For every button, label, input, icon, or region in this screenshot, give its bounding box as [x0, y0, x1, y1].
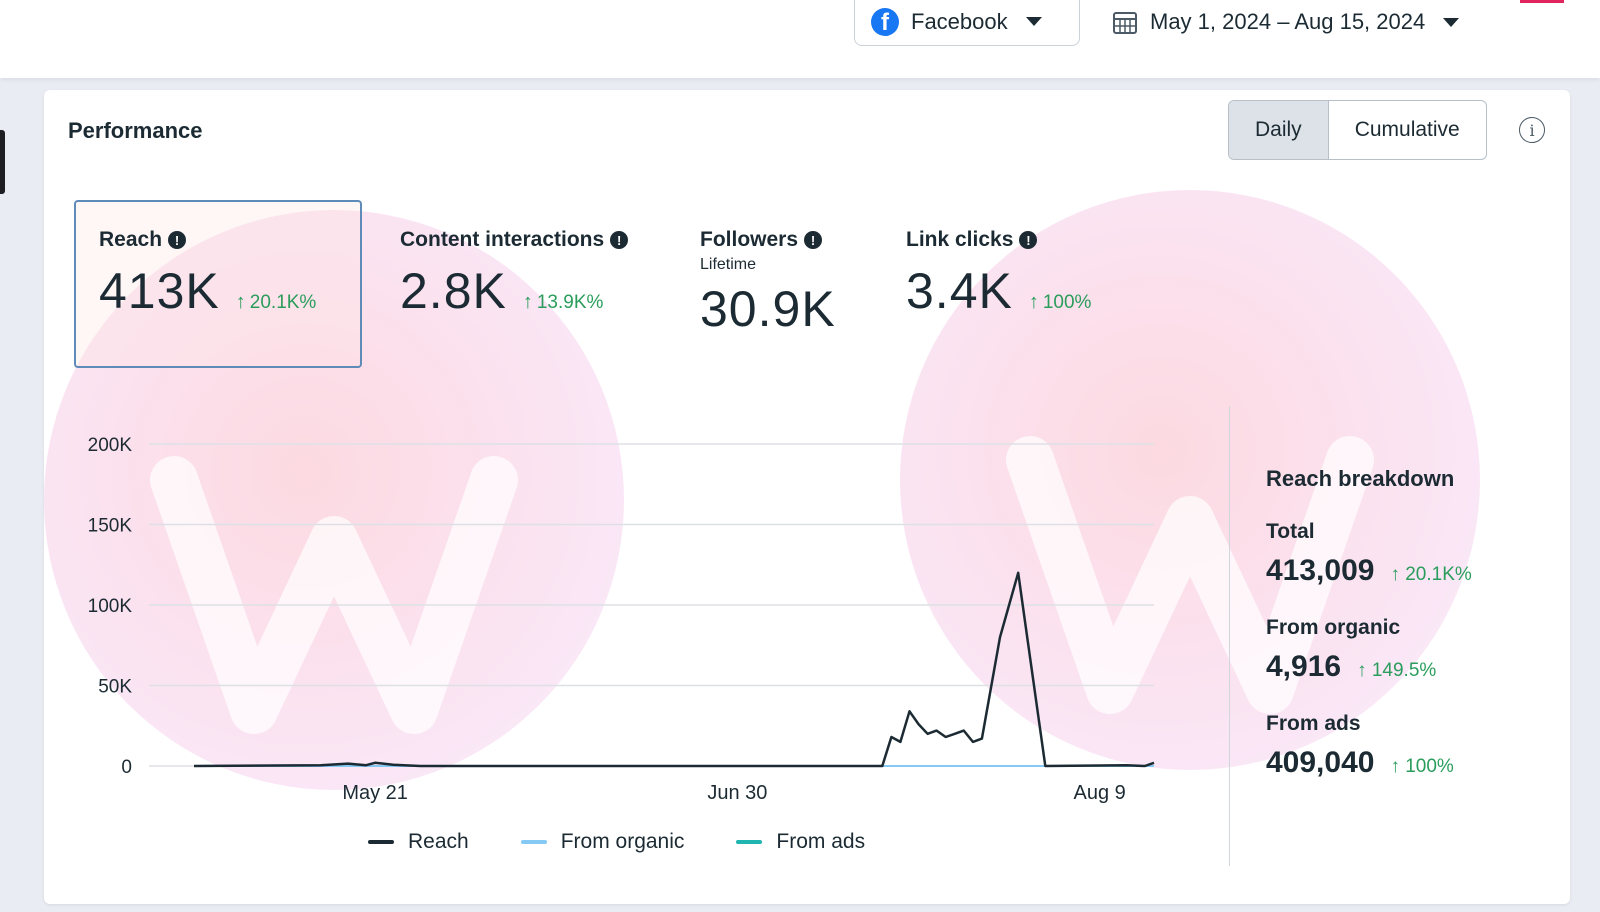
reach-line-chart: 200K 150K 100K 50K 0 May 21 Jun 30 Aug 9 — [88, 435, 1155, 804]
chevron-down-icon — [1443, 17, 1460, 27]
date-range-select[interactable]: May 1, 2024 – Aug 15, 2024 — [1096, 0, 1496, 46]
breakdown-change: ↑ 149.5% — [1357, 660, 1437, 681]
chevron-down-icon — [1025, 17, 1042, 26]
series-line-reach — [193, 571, 1155, 768]
y-tick-label: 0 — [121, 757, 132, 778]
cumulative-button[interactable]: Cumulative — [1354, 118, 1460, 141]
reach-breakdown: Reach breakdown Total 413,009 ↑ 20.1K% F… — [1266, 466, 1472, 780]
legend-label: From ads — [776, 830, 866, 853]
performance-card: Performance Daily Cumulative i Reach! 41… — [44, 90, 1570, 904]
breakdown-label: From organic — [1266, 616, 1401, 639]
watermark-logo — [44, 210, 624, 790]
platform-select[interactable]: f Facebook — [854, 0, 1080, 46]
breakdown-organic: From organic 4,916 ↑ 149.5% — [1266, 616, 1472, 684]
daily-button[interactable]: Daily — [1229, 101, 1329, 159]
x-tick-label: May 21 — [342, 782, 408, 804]
legend-item-organic[interactable]: From organic — [520, 830, 685, 854]
metric-change: ↑ 20.1K% — [235, 291, 317, 313]
breakdown-title: Reach breakdown — [1266, 466, 1455, 491]
info-icon[interactable]: ! — [1019, 231, 1038, 249]
legend-item-reach[interactable]: Reach — [368, 830, 469, 854]
info-icon[interactable]: i — [1519, 117, 1545, 143]
breakdown-label: From ads — [1266, 712, 1361, 735]
metric-label: Reach — [99, 228, 163, 251]
metric-content-interactions[interactable]: Content interactions! 2.8K ↑ 13.9K% — [400, 200, 670, 368]
y-tick-label: 200K — [88, 435, 133, 456]
metric-value: 2.8K — [400, 263, 507, 319]
legend-label: From organic — [560, 830, 685, 853]
legend-swatch — [520, 840, 547, 844]
facebook-icon: f — [871, 7, 899, 36]
x-tick-label: Jun 30 — [707, 782, 767, 804]
watermark-logo — [900, 190, 1480, 770]
calendar-icon — [1113, 12, 1137, 34]
arrow-up-icon: ↑ — [1390, 756, 1406, 777]
y-tick-label: 100K — [88, 596, 133, 617]
metric-link-clicks[interactable]: Link clicks! 3.4K ↑ 100% — [906, 200, 1166, 368]
y-tick-label: 50K — [98, 677, 132, 698]
legend-swatch — [736, 840, 763, 844]
info-icon[interactable]: ! — [804, 231, 823, 249]
sidebar-active-indicator — [0, 130, 5, 194]
view-toggle: Daily Cumulative — [1228, 100, 1487, 160]
breakdown-change: ↑ 20.1K% — [1390, 564, 1472, 585]
arrow-up-icon: ↑ — [235, 291, 246, 313]
metric-followers[interactable]: Followers! Lifetime 30.9K — [700, 200, 880, 368]
breakdown-label: Total — [1266, 520, 1315, 543]
legend-item-ads[interactable]: From ads — [736, 830, 865, 854]
info-icon[interactable]: ! — [610, 231, 629, 249]
metric-label: Link clicks — [906, 228, 1014, 251]
arrow-up-icon: ↑ — [1390, 564, 1406, 585]
metric-label: Followers — [700, 228, 799, 251]
metric-reach[interactable]: Reach! 413K ↑ 20.1K% — [74, 200, 362, 368]
metric-value: 413K — [99, 263, 220, 319]
breakdown-value: 413,009 — [1266, 554, 1375, 587]
x-tick-label: Aug 9 — [1074, 782, 1126, 804]
divider — [1229, 406, 1230, 866]
metric-value: 30.9K — [700, 281, 836, 337]
card-title: Performance — [68, 118, 203, 143]
breakdown-value: 409,040 — [1266, 746, 1375, 779]
metric-label: Content interactions — [400, 228, 605, 251]
platform-label: Facebook — [911, 8, 1008, 34]
metric-value: 3.4K — [906, 263, 1013, 319]
date-range-label: May 1, 2024 – Aug 15, 2024 — [1150, 9, 1426, 34]
arrow-up-icon: ↑ — [1357, 660, 1372, 681]
breakdown-change: ↑ 100% — [1390, 756, 1454, 777]
breakdown-ads: From ads 409,040 ↑ 100% — [1266, 712, 1472, 780]
top-bar: f Facebook May 1, 2024 – Aug 15, 2024 — [0, 0, 1600, 78]
breakdown-total: Total 413,009 ↑ 20.1K% — [1266, 520, 1472, 588]
metric-change: ↑ 13.9K% — [522, 291, 604, 313]
metric-change: ↑ 100% — [1028, 291, 1092, 313]
legend-label: Reach — [408, 830, 469, 853]
arrow-up-icon: ↑ — [522, 291, 533, 313]
breakdown-value: 4,916 — [1266, 650, 1342, 683]
metric-sublabel: Lifetime — [700, 256, 757, 273]
notification-marker — [1520, 0, 1564, 3]
info-icon[interactable]: ! — [168, 231, 187, 249]
y-tick-label: 150K — [88, 516, 133, 537]
arrow-up-icon: ↑ — [1028, 291, 1039, 313]
chart-legend: Reach From organic From ads — [368, 830, 865, 854]
legend-swatch — [368, 840, 394, 844]
